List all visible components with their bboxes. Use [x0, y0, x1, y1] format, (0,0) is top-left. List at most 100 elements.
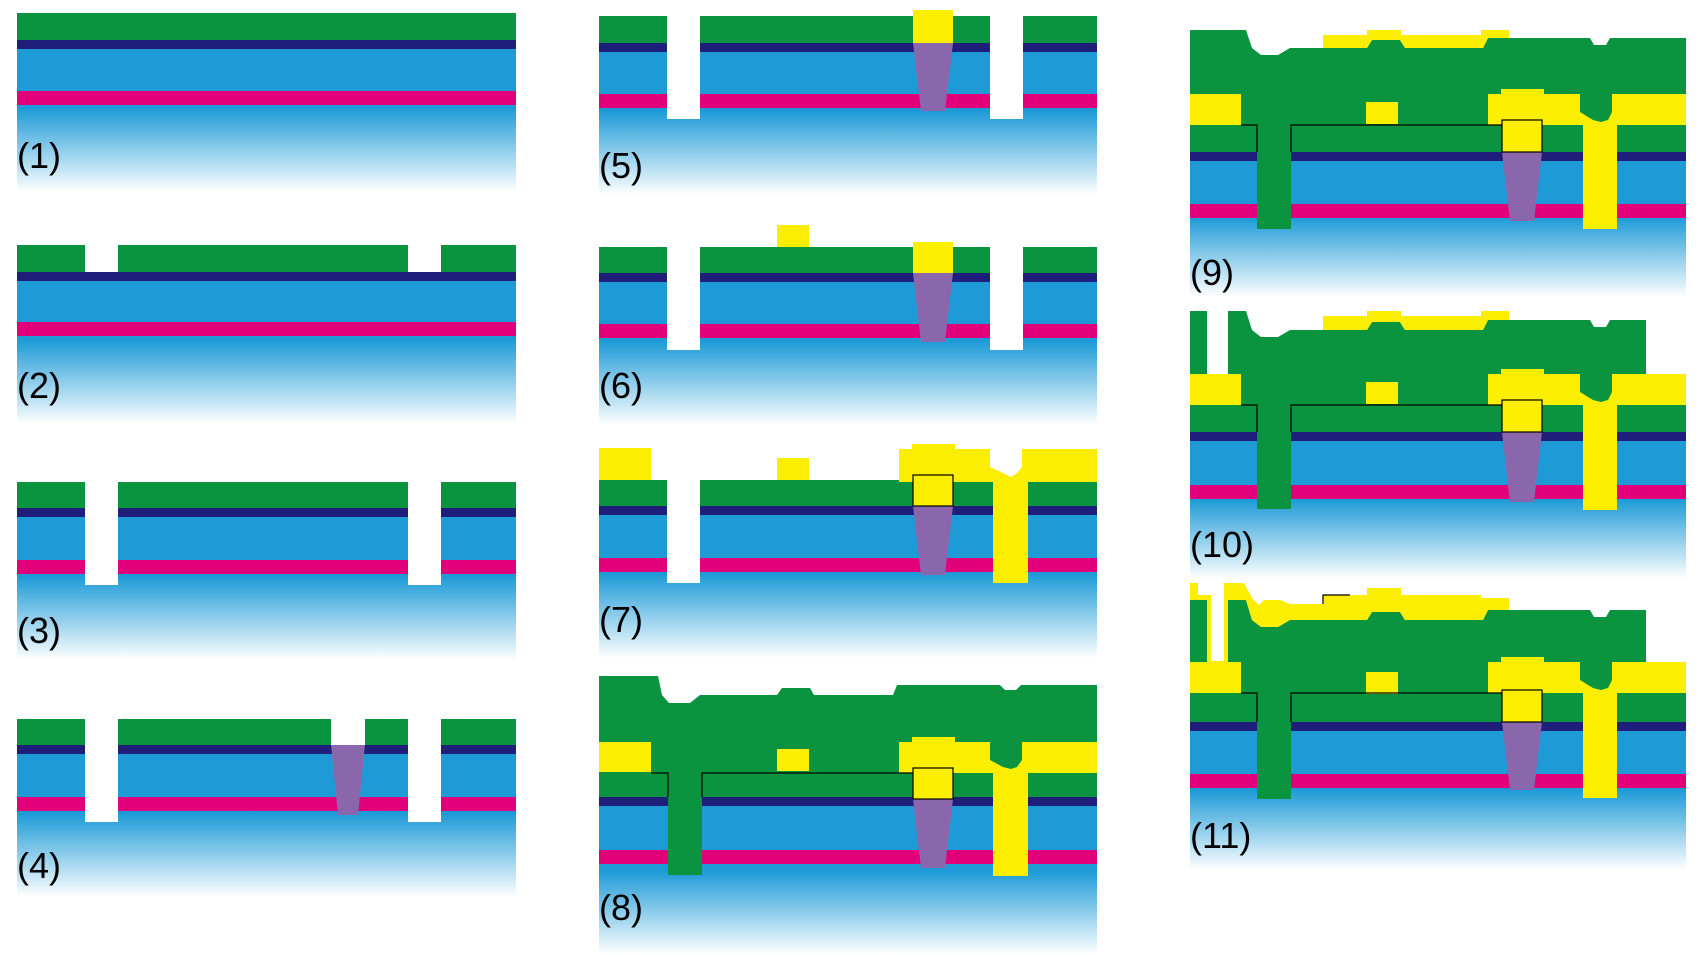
green-plug — [1257, 627, 1291, 799]
yellow-pad — [1502, 125, 1542, 152]
step-2-panel: (2) — [17, 243, 516, 424]
magenta-layer — [599, 94, 1097, 108]
step-label: (5) — [599, 145, 643, 186]
step-label: (4) — [17, 845, 61, 886]
yellow-metal-layer — [899, 737, 1097, 876]
step-4-panel: (4) — [17, 717, 516, 897]
trench — [667, 478, 700, 583]
outline-line — [1290, 404, 1502, 432]
dark-blue-layer — [17, 745, 516, 754]
yellow-metal-layer — [899, 444, 1097, 583]
yellow-pad — [777, 749, 809, 771]
green-plug — [1257, 55, 1291, 229]
outline-box — [1501, 399, 1543, 433]
trench — [85, 717, 118, 822]
step-3-panel: (3) — [17, 480, 516, 660]
magenta-layer — [599, 558, 1097, 572]
yellow-pad — [913, 242, 953, 273]
outline-line — [1241, 124, 1258, 152]
magenta-layer — [1190, 485, 1686, 499]
outline-line — [1322, 594, 1350, 604]
green-layer — [17, 13, 516, 40]
yellow-pad — [913, 773, 953, 799]
magenta-layer — [599, 850, 1097, 864]
step-6-panel: (6) — [599, 225, 1097, 425]
magenta-layer — [17, 797, 516, 811]
purple-via — [1502, 722, 1542, 790]
yellow-pad — [1366, 672, 1398, 694]
green-overcoat — [1190, 600, 1686, 725]
step-label: (8) — [599, 887, 643, 928]
magenta-layer — [599, 324, 1097, 338]
purple-via — [1502, 152, 1542, 221]
purple-via — [331, 745, 365, 815]
via-opening — [331, 717, 365, 745]
substrate — [17, 272, 516, 424]
outline-line — [1241, 404, 1258, 432]
outline-line — [651, 772, 669, 797]
yellow-pad — [1190, 662, 1241, 693]
step-label: (11) — [1190, 815, 1251, 856]
dark-blue-layer — [17, 508, 516, 517]
trench — [667, 14, 700, 119]
substrate — [17, 40, 516, 192]
step-11-panel: (11) — [1190, 583, 1686, 870]
trench — [990, 245, 1023, 350]
magenta-layer — [1190, 774, 1686, 788]
yellow-top-layer — [1323, 311, 1509, 330]
step-label: (10) — [1190, 524, 1254, 565]
yellow-pad — [1502, 693, 1542, 722]
yellow-top-layer — [1190, 583, 1509, 662]
opening — [408, 243, 441, 272]
outline-line — [1290, 692, 1502, 722]
step-10-panel: (10) — [1190, 311, 1686, 579]
step-5-panel: (5) — [599, 10, 1097, 195]
green-plug — [1257, 337, 1291, 509]
dark-blue-layer — [17, 272, 516, 281]
step-8-panel: (8) — [599, 676, 1097, 954]
yellow-top-layer — [1323, 30, 1509, 48]
step-label: (7) — [599, 599, 643, 640]
trench — [408, 480, 441, 585]
yellow-pad — [1502, 405, 1542, 432]
step-label: (6) — [599, 365, 643, 406]
purple-via — [1502, 432, 1542, 502]
trench — [85, 480, 118, 585]
purple-via — [913, 506, 953, 575]
step-9-panel: (9) — [1190, 30, 1686, 297]
outline-box — [1501, 119, 1543, 153]
magenta-layer — [17, 91, 516, 105]
yellow-pad — [1190, 94, 1241, 125]
outline-box — [912, 474, 954, 507]
yellow-pad — [1366, 102, 1398, 124]
yellow-pad — [599, 448, 651, 480]
magenta-layer — [17, 322, 516, 336]
dark-blue-layer — [599, 43, 1097, 52]
purple-via — [913, 799, 953, 868]
step-label: (2) — [17, 365, 61, 406]
yellow-pad — [913, 10, 953, 43]
purple-via — [913, 43, 953, 111]
dark-blue-layer — [599, 273, 1097, 282]
yellow-pad — [777, 225, 809, 247]
trench — [408, 717, 441, 822]
step-7-panel: (7) — [599, 444, 1097, 658]
dark-blue-layer — [599, 797, 1097, 806]
outline-box — [912, 767, 954, 800]
yellow-pad — [1366, 382, 1398, 404]
yellow-pad — [1190, 374, 1241, 405]
trench — [990, 14, 1023, 119]
yellow-metal-layer — [1488, 89, 1686, 229]
dark-blue-layer — [1190, 152, 1686, 161]
outline-box — [1501, 689, 1543, 723]
step-label: (1) — [17, 135, 61, 176]
yellow-pad — [777, 458, 809, 480]
dark-blue-layer — [599, 506, 1097, 515]
yellow-metal-layer — [1488, 657, 1686, 798]
opening — [85, 243, 118, 272]
green-plug — [668, 703, 702, 875]
yellow-pad — [913, 480, 953, 506]
outline-line — [1241, 692, 1258, 722]
magenta-layer — [17, 560, 516, 574]
dark-blue-layer — [17, 40, 516, 49]
